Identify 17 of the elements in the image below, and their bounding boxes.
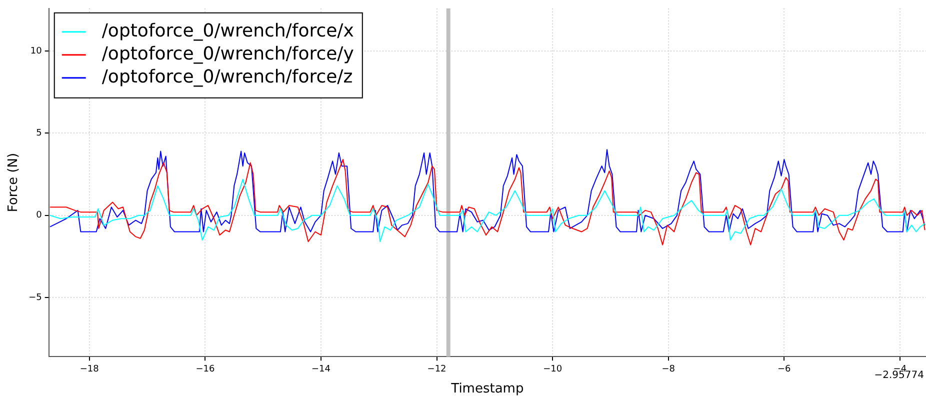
legend-label: /optoforce_0/wrench/force/y <box>102 44 354 65</box>
y-axis-title: Force (N) <box>6 152 22 212</box>
legend-label: /optoforce_0/wrench/force/x <box>102 20 354 42</box>
x-tick-label: −8 <box>662 364 676 374</box>
x-tick-label: −18 <box>80 364 100 374</box>
y-tick-label: 5 <box>36 128 42 139</box>
x-tick-label: −16 <box>196 364 215 374</box>
legend-label: /optoforce_0/wrench/force/z <box>102 66 353 88</box>
y-tick-label: 0 <box>36 210 42 221</box>
x-tick-label: −6 <box>778 364 792 374</box>
text: −2.95774 <box>874 370 924 382</box>
y-tick-label: 10 <box>30 46 42 56</box>
y-tick-label: −5 <box>28 292 42 303</box>
x-axis-title: Timestamp <box>450 382 524 397</box>
x-tick-label: −12 <box>427 364 446 374</box>
x-tick-label: −10 <box>543 364 562 374</box>
x-tick-label: −14 <box>311 364 331 374</box>
